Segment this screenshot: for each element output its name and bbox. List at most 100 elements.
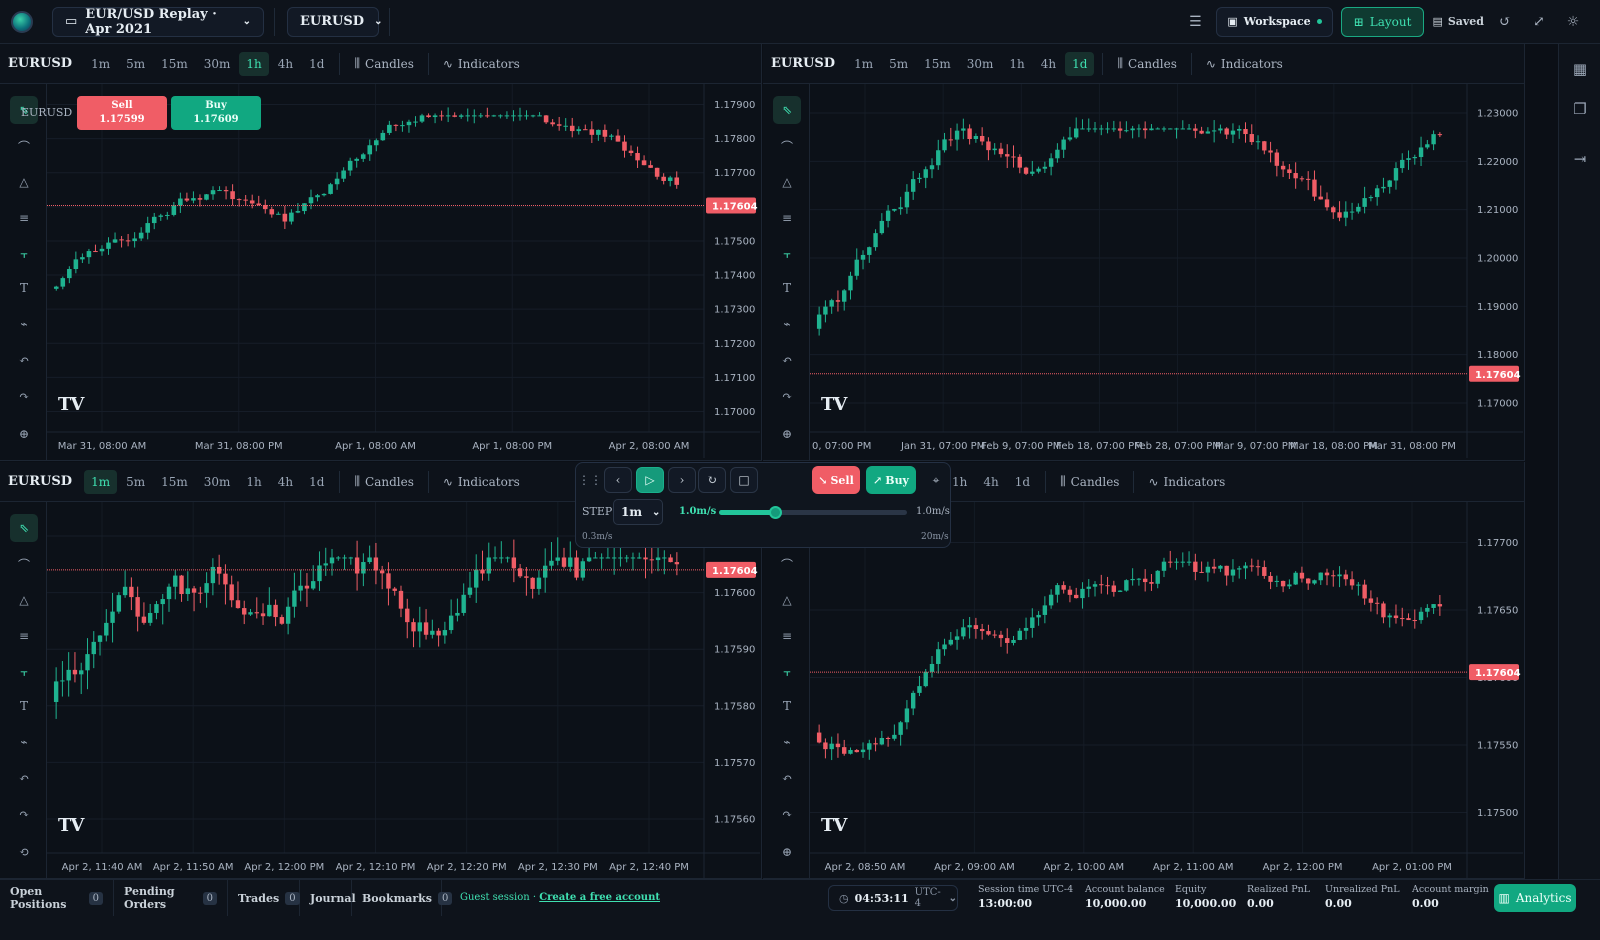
timeframe-4h[interactable]: 4h xyxy=(277,474,294,489)
indicators-button[interactable]: ∿ Indicators xyxy=(1200,57,1289,71)
layout-button[interactable]: ⊞ Layout xyxy=(1340,6,1425,37)
text-icon[interactable]: T xyxy=(782,281,791,295)
timeframe-1m[interactable]: 1m xyxy=(84,469,118,494)
timeframe-1h[interactable]: 1h xyxy=(952,474,968,489)
candles-button[interactable]: ⫼ Candles xyxy=(348,474,419,489)
magnet-icon[interactable]: ⌁ xyxy=(783,735,791,749)
timeframe-4h[interactable]: 4h xyxy=(277,56,294,71)
target-icon[interactable]: ⌖ xyxy=(932,472,940,487)
shapes-icon[interactable]: △ xyxy=(782,175,792,189)
curve-icon[interactable]: ⌒ xyxy=(780,139,793,154)
timeframe-5m[interactable]: 5m xyxy=(889,56,909,71)
app-logo[interactable] xyxy=(0,0,44,44)
cursor-icon[interactable]: ⇖ xyxy=(773,96,801,124)
replay-session-select[interactable]: ▭ EUR/USD Replay · Apr 2021 ⌄ xyxy=(52,6,264,37)
text-icon[interactable]: T xyxy=(782,699,791,713)
workspace-button[interactable]: ▣ Workspace xyxy=(1216,6,1333,37)
speed-slider[interactable] xyxy=(719,506,907,519)
timeframe-1d[interactable]: 1d xyxy=(1014,474,1031,489)
timeframe-1d[interactable]: 1d xyxy=(1065,51,1095,76)
widgets-icon[interactable]: ▦ xyxy=(1572,60,1588,78)
fullscreen-icon[interactable]: ⤢ xyxy=(1533,13,1545,30)
undo-icon[interactable]: ↶ xyxy=(781,353,793,367)
speed-slider-knob[interactable] xyxy=(769,506,783,519)
measure-icon[interactable]: ⫟ xyxy=(20,664,28,679)
shapes-icon[interactable]: △ xyxy=(782,593,792,607)
measure-icon[interactable]: ⫟ xyxy=(783,246,791,261)
history-icon[interactable]: ⟲ xyxy=(18,845,30,859)
candlestick-chart[interactable]: 1.23000 1.22000 1.21000 1.20000 1.19000 1.180… xyxy=(810,84,1523,458)
lines-icon[interactable]: ≡ xyxy=(18,629,30,643)
saved-indicator[interactable]: ▤ Saved xyxy=(1432,15,1484,28)
measure-icon[interactable]: ⫟ xyxy=(20,246,28,261)
tab-pending-orders[interactable]: Pending Orders 0 xyxy=(114,880,228,916)
settings-sliders-icon[interactable]: ☰ xyxy=(1189,13,1202,30)
curve-icon[interactable]: ⌒ xyxy=(17,139,30,154)
timeframe-30m[interactable]: 30m xyxy=(966,56,994,71)
crosshair-icon[interactable]: ⊕ xyxy=(781,427,793,441)
tab-open-positions[interactable]: Open Positions 0 xyxy=(0,880,114,916)
timeframe-1h[interactable]: 1h xyxy=(246,474,262,489)
timeframe-1m[interactable]: 1m xyxy=(91,56,111,71)
lines-icon[interactable]: ≡ xyxy=(18,211,30,225)
stop-button[interactable]: □ xyxy=(730,467,758,493)
timeframe-1d[interactable]: 1d xyxy=(309,474,325,489)
drag-handle-icon[interactable]: ⋮⋮ xyxy=(578,473,602,487)
logout-icon[interactable]: ⇥ xyxy=(1573,150,1587,168)
cursor-icon[interactable]: ⇖ xyxy=(10,96,38,124)
cursor-icon[interactable]: ⇖ xyxy=(10,514,38,542)
sell-button[interactable]: Sell 1.17599 xyxy=(77,96,167,130)
shapes-icon[interactable]: △ xyxy=(19,593,29,607)
timeframe-15m[interactable]: 15m xyxy=(161,474,188,489)
undo-icon[interactable]: ↶ xyxy=(18,771,30,785)
chart-symbol[interactable]: EURUSD xyxy=(8,56,73,71)
curve-icon[interactable]: ⌒ xyxy=(780,557,793,572)
tab-journal[interactable]: Journal xyxy=(300,880,356,916)
restart-button[interactable]: ↻ xyxy=(698,467,726,493)
redo-icon[interactable]: ↷ xyxy=(18,807,30,821)
curve-icon[interactable]: ⌒ xyxy=(17,557,30,572)
analytics-button[interactable]: ▥ Analytics xyxy=(1494,884,1576,912)
timeframe-5m[interactable]: 5m xyxy=(126,474,146,489)
redo-icon[interactable]: ↷ xyxy=(781,389,793,403)
undo-icon[interactable]: ↶ xyxy=(18,353,30,367)
redo-icon[interactable]: ↷ xyxy=(18,389,30,403)
replay-clock[interactable]: ◷ 04:53:11 UTC-4 ⌄ xyxy=(828,885,958,911)
timeframe-1d[interactable]: 1d xyxy=(309,56,325,71)
create-account-link[interactable]: Create a free account xyxy=(539,892,660,903)
replay-buy-button[interactable]: ↗ Buy xyxy=(866,466,916,494)
indicators-button[interactable]: ∿ Indicators xyxy=(437,475,526,489)
lines-icon[interactable]: ≡ xyxy=(781,629,793,643)
symbol-select[interactable]: EURUSD ⌄ xyxy=(287,6,382,37)
play-button[interactable]: ▷ xyxy=(636,467,664,493)
indicators-button[interactable]: ∿ Indicators xyxy=(1142,475,1231,489)
step-back-button[interactable]: ‹ xyxy=(604,467,632,493)
candlestick-chart[interactable]: 1.179001.178001.177001.176001.175001.174… xyxy=(47,84,760,458)
lines-icon[interactable]: ≡ xyxy=(781,211,793,225)
theme-sun-icon[interactable]: ☼ xyxy=(1566,13,1580,30)
chart-symbol[interactable]: EURUSD xyxy=(771,56,836,71)
timeframe-1h[interactable]: 1h xyxy=(239,51,269,76)
buy-button[interactable]: Buy 1.17609 xyxy=(171,96,261,130)
shapes-icon[interactable]: △ xyxy=(19,175,29,189)
redo-icon[interactable]: ↷ xyxy=(781,807,793,821)
magnet-icon[interactable]: ⌁ xyxy=(20,317,28,331)
timeframe-4h[interactable]: 4h xyxy=(1040,56,1057,71)
measure-icon[interactable]: ⫟ xyxy=(783,664,791,679)
step-select[interactable]: 1m ⌄ xyxy=(613,499,663,525)
candles-button[interactable]: ⫼ Candles xyxy=(1111,56,1182,71)
book-icon[interactable]: ❐ xyxy=(1573,100,1587,118)
candlestick-chart[interactable]: 1.176101.176001.175901.175801.175701.175… xyxy=(47,502,760,879)
step-forward-button[interactable]: › xyxy=(668,467,696,493)
reset-icon[interactable]: ↺ xyxy=(1499,13,1511,30)
chart-symbol[interactable]: EURUSD xyxy=(8,474,73,489)
indicators-button[interactable]: ∿ Indicators xyxy=(437,57,526,71)
timeframe-30m[interactable]: 30m xyxy=(203,56,231,71)
text-icon[interactable]: T xyxy=(19,699,28,713)
candles-button[interactable]: ⫼ Candles xyxy=(348,56,419,71)
timeframe-15m[interactable]: 15m xyxy=(924,56,951,71)
undo-icon[interactable]: ↶ xyxy=(781,771,793,785)
timeframe-5m[interactable]: 5m xyxy=(126,56,146,71)
tab-trades[interactable]: Trades 0 xyxy=(228,880,300,916)
text-icon[interactable]: T xyxy=(19,281,28,295)
